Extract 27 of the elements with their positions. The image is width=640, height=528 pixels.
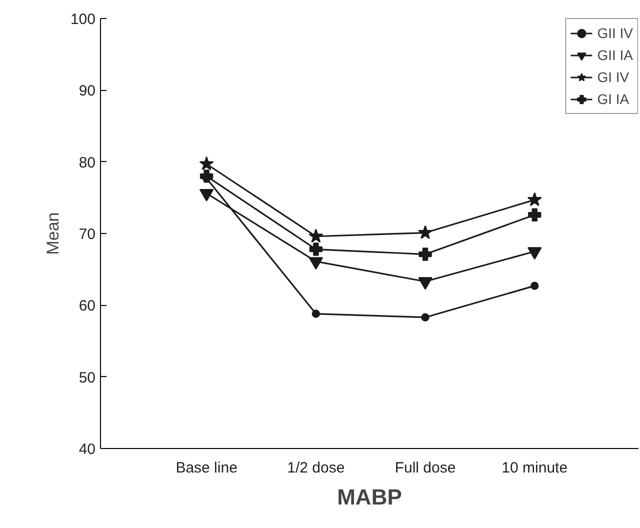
y-tick-label: 40 [78, 441, 96, 458]
x-tick-label: Full dose [394, 460, 456, 476]
point [312, 310, 320, 318]
point [308, 228, 324, 243]
point [530, 282, 539, 290]
y-tick-label: 80 [78, 154, 96, 172]
x-tick-label: 10 minute [502, 460, 568, 476]
x-axis-title: MABP [337, 484, 402, 510]
legend-label: GII IA [597, 47, 633, 63]
y-tick-label: 100 [70, 11, 96, 28]
y-tick-label: 50 [78, 369, 96, 386]
point [309, 242, 323, 256]
point [528, 208, 542, 222]
point [418, 225, 433, 240]
y-tick-label: 90 [78, 82, 96, 100]
y-tick-label: 70 [78, 226, 96, 243]
y-axis-title: Mean [43, 212, 62, 255]
legend-label: GI IV [597, 69, 630, 85]
legend-label: GII IV [597, 25, 633, 41]
point [199, 156, 214, 170]
legend-label: GI IA [597, 91, 630, 107]
point [421, 313, 430, 322]
point [418, 248, 432, 261]
point [527, 192, 542, 206]
x-tick-label: 1/2 dose [287, 460, 345, 476]
x-tick-label: Base line [176, 460, 238, 476]
y-tick-label: 60 [78, 298, 96, 315]
